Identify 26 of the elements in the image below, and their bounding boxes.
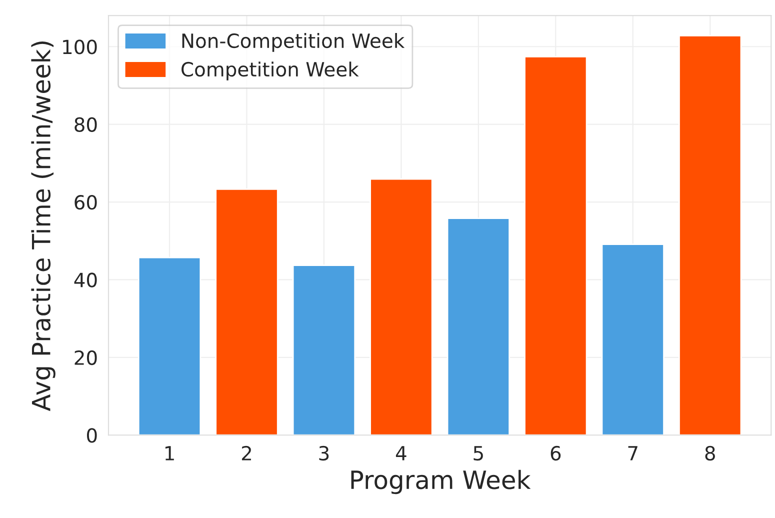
y-tick-label: 0	[86, 428, 97, 443]
x-tick-label: 2	[242, 446, 251, 460]
bar	[138, 256, 202, 436]
y-tick-label: 20	[74, 350, 97, 366]
legend-label: Non-Competition Week	[182, 33, 405, 52]
bar	[446, 218, 510, 436]
bar	[524, 56, 588, 436]
x-tick-label: 6	[550, 446, 561, 461]
x-tick-label: 5	[474, 446, 483, 461]
x-tick-label: 8	[705, 446, 715, 461]
bar	[601, 244, 664, 436]
x-tick-label: 3	[319, 446, 329, 461]
bar	[370, 178, 433, 436]
y-tick-label: 40	[74, 272, 97, 288]
y-tick-label: 60	[74, 194, 97, 210]
y-tick-label: 100	[63, 40, 97, 54]
bar	[215, 188, 278, 436]
bar	[678, 35, 742, 436]
x-tick-label: 7	[628, 446, 638, 460]
bar	[292, 264, 356, 436]
y-tick-label: 80	[74, 117, 97, 132]
legend-label: Competition Week	[182, 62, 359, 80]
y-axis-title: Avg Practice Time (min/week)	[31, 42, 56, 412]
x-axis-title: Program Week	[351, 470, 531, 494]
x-tick-label: 4	[396, 446, 406, 460]
x-tick-label: 1	[165, 446, 174, 460]
